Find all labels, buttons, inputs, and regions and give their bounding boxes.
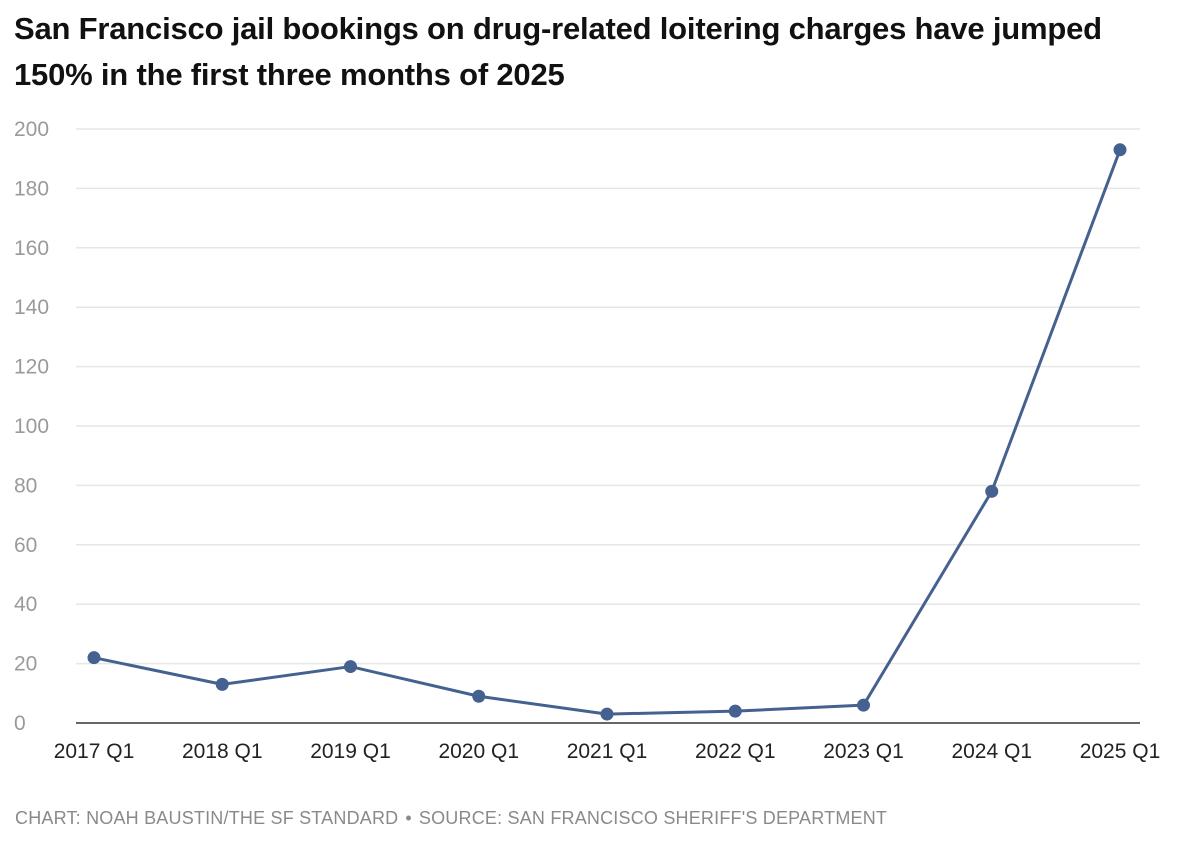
line-chart: 0 20 40 60 80 100 120 140 160 180 200 2017 Q1 2018 …	[14, 118, 1161, 763]
data-point	[344, 660, 357, 674]
y-tick-label: 20	[14, 653, 37, 676]
chart-footer: CHART: NOAH BAUSTIN/THE SF STANDARD • SOUR…	[15, 808, 887, 829]
y-tick-label: 180	[14, 177, 49, 200]
footer-separator: •	[405, 808, 412, 828]
chart-credit: CHART: NOAH BAUSTIN/THE SF STANDARD	[15, 808, 399, 828]
y-tick-label: 120	[14, 356, 49, 379]
x-tick-label: 2021 Q1	[567, 740, 648, 763]
y-tick-label: 80	[14, 474, 37, 497]
y-tick-label: 160	[14, 237, 49, 260]
y-tick-label: 140	[14, 296, 49, 319]
x-axis-ticks: 2017 Q1 2018 Q1 2019 Q1 2020 Q1 2021 Q1 2022 …	[54, 740, 1161, 763]
x-tick-label: 2025 Q1	[1080, 740, 1161, 763]
data-point	[728, 704, 742, 718]
data-point	[1113, 143, 1127, 157]
y-tick-label: 100	[14, 415, 49, 438]
x-tick-label: 2024 Q1	[951, 740, 1032, 763]
y-tick-label: 60	[14, 534, 37, 557]
y-tick-label: 40	[14, 593, 37, 616]
data-point	[857, 698, 870, 712]
y-tick-label: 0	[14, 712, 26, 735]
data-point	[472, 689, 486, 703]
x-tick-label: 2019 Q1	[310, 740, 391, 763]
data-point	[985, 484, 999, 498]
x-tick-label: 2023 Q1	[823, 740, 904, 763]
x-tick-label: 2020 Q1	[438, 740, 519, 763]
series-line	[92, 148, 1122, 716]
chart-title: San Francisco jail bookings on drug-rela…	[14, 11, 1102, 92]
data-point	[215, 677, 229, 691]
data-point	[600, 707, 614, 721]
x-tick-label: 2017 Q1	[54, 740, 135, 763]
data-point	[87, 651, 101, 665]
x-tick-label: 2018 Q1	[182, 740, 263, 763]
gridlines	[76, 128, 1140, 665]
series-layer	[87, 143, 1127, 721]
y-axis-ticks: 0 20 40 60 80 100 120 140 160 180 200	[14, 118, 49, 735]
y-tick-label: 200	[14, 118, 49, 141]
chart-source: SOURCE: SAN FRANCISCO SHERIFF'S DEPARTME…	[418, 808, 888, 828]
x-tick-label: 2022 Q1	[695, 740, 776, 763]
